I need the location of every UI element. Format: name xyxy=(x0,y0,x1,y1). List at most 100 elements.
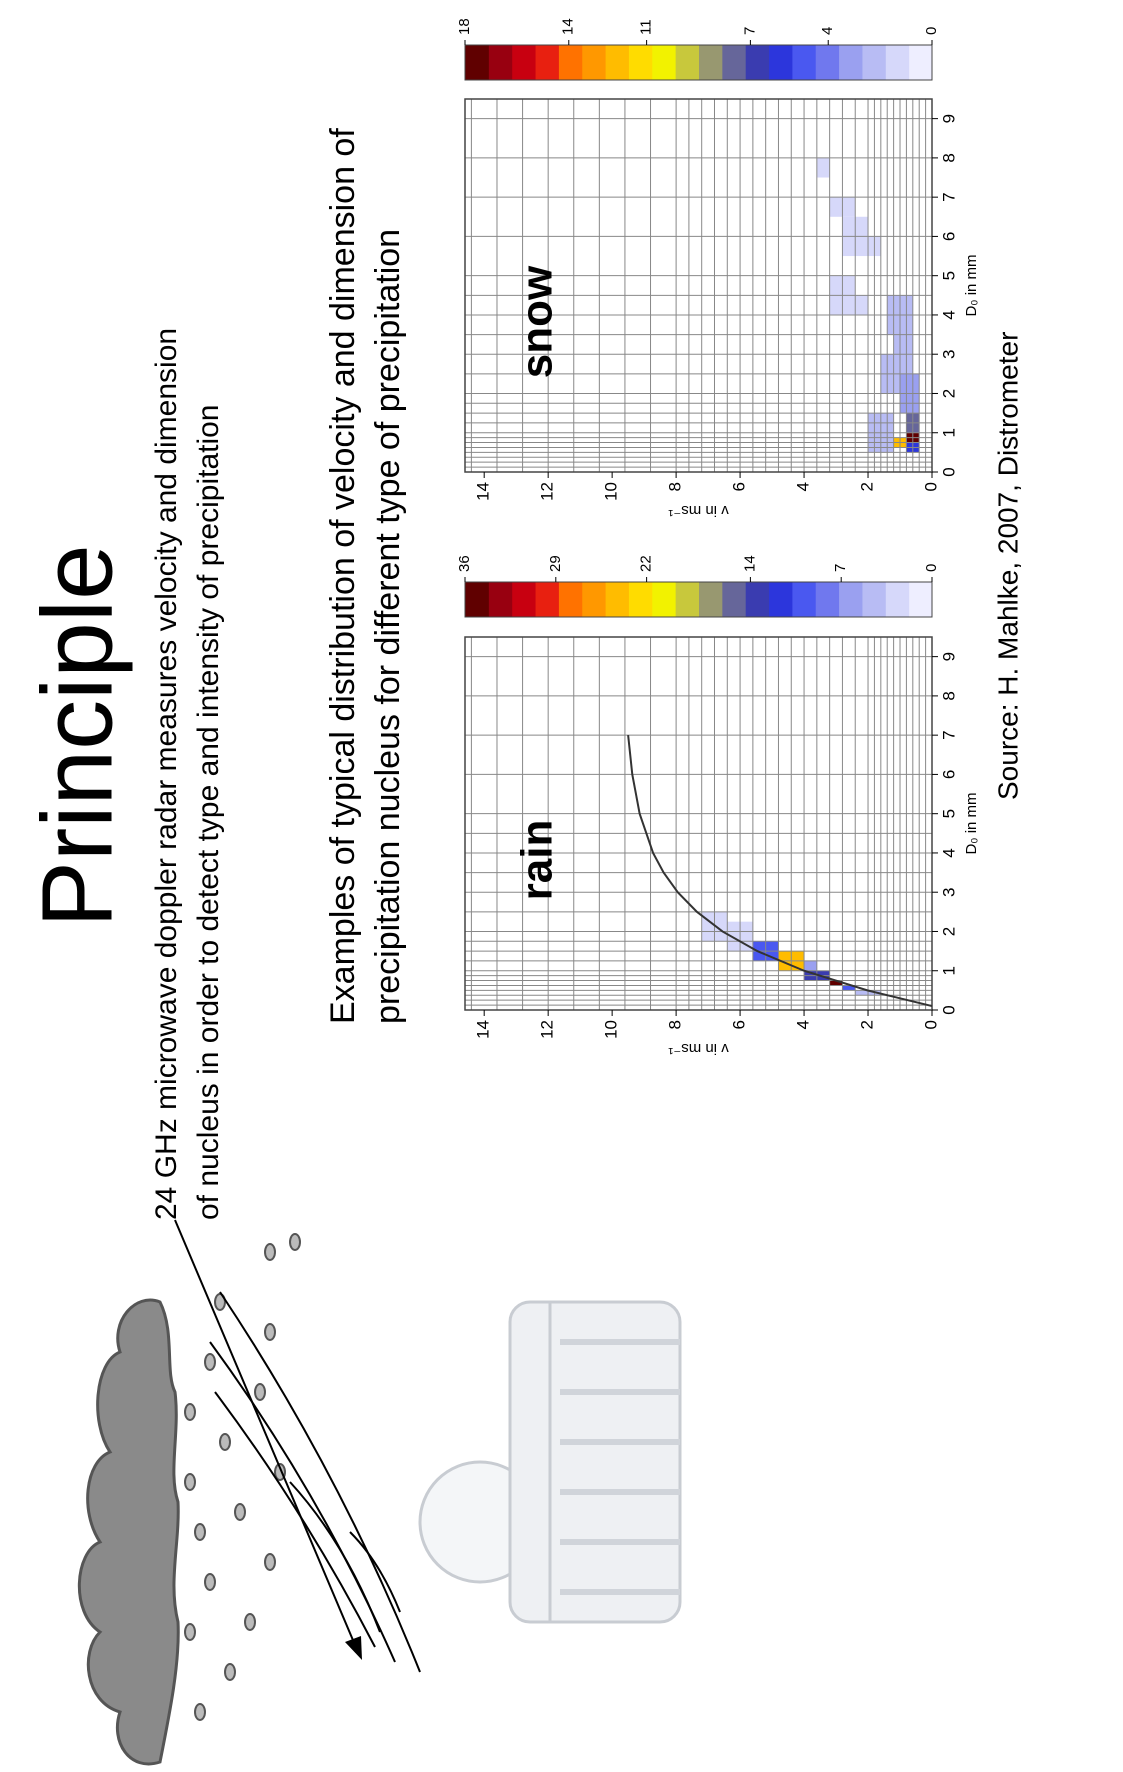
drops xyxy=(184,1233,301,1721)
colorbar-segment xyxy=(558,45,583,80)
colorbar-segment xyxy=(698,45,723,80)
x-tick-label: 9 xyxy=(939,114,958,123)
y-tick-label: 12 xyxy=(538,1020,557,1039)
heatmap-cell xyxy=(842,985,856,991)
colorbar-segment xyxy=(791,582,816,617)
panel-label: snow xyxy=(513,265,562,378)
x-axis-label: D₀ in mm xyxy=(963,254,980,316)
colorbar-segment xyxy=(861,582,886,617)
y-tick-label: 8 xyxy=(666,1020,685,1029)
colorbar-segment xyxy=(488,45,513,80)
colorbar-segment xyxy=(815,45,840,80)
x-tick-label: 7 xyxy=(939,192,958,201)
colorbar-frame xyxy=(464,44,933,81)
x-tick-label: 1 xyxy=(939,966,958,975)
panel-label: rain xyxy=(513,820,562,901)
plot-area xyxy=(465,637,932,1010)
colorbar-segment xyxy=(861,45,886,80)
colorbar-tick-label: 18 xyxy=(456,18,473,35)
colorbar-segment xyxy=(511,582,536,617)
x-tick-label: 7 xyxy=(939,730,958,739)
colorbar-segment xyxy=(791,45,816,80)
colorbar-tick-label: 29 xyxy=(547,555,564,572)
colorbar-tick-label: 7 xyxy=(832,564,849,572)
colorbar-segment xyxy=(465,582,489,617)
plot-frame xyxy=(464,636,933,1011)
y-tick-label: 2 xyxy=(858,1020,877,1029)
colorbar-segment xyxy=(488,582,513,617)
colorbar-frame xyxy=(464,581,933,618)
colorbar-segment xyxy=(721,582,746,617)
source-note: Source: H. Mahlke, 2007, Distrometer xyxy=(992,332,1023,800)
x-tick-label: 6 xyxy=(939,232,958,241)
colorbar-tick-label: 0 xyxy=(923,27,940,35)
illustration xyxy=(77,1219,682,1766)
plot-frame xyxy=(464,98,933,473)
x-tick-label: 4 xyxy=(939,848,958,857)
heatmap-cell xyxy=(829,295,869,315)
radar-waves xyxy=(209,1291,421,1673)
x-tick-label: 1 xyxy=(939,428,958,437)
colorbar-tick-label: 36 xyxy=(456,555,473,572)
colorbar-segment xyxy=(908,45,933,80)
colorbar-segment xyxy=(535,45,559,80)
colorbar-tick-label: 7 xyxy=(741,27,758,35)
colorbar-segment xyxy=(581,582,606,617)
x-tick-label: 9 xyxy=(939,652,958,661)
y-tick-label: 14 xyxy=(474,1020,493,1039)
colorbar-segment xyxy=(511,45,536,80)
x-tick-label: 6 xyxy=(939,770,958,779)
y-tick-label: 12 xyxy=(538,482,557,501)
heatmap-cell xyxy=(842,236,881,257)
colorbar-tick-label: 4 xyxy=(819,27,836,35)
colorbar-segment xyxy=(558,582,583,617)
colorbar-segment xyxy=(768,45,793,80)
x-tick-label: 4 xyxy=(939,310,958,319)
description-line: 24 GHz microwave doppler radar measures … xyxy=(150,328,183,1220)
colorbar-segment xyxy=(698,582,723,617)
x-tick-label: 5 xyxy=(939,809,958,818)
x-tick-label: 8 xyxy=(939,691,958,700)
x-tick-label: 8 xyxy=(939,153,958,162)
colorbar-tick-label: 14 xyxy=(741,555,758,572)
colorbar-segment xyxy=(838,45,863,80)
colorbar-segment xyxy=(768,582,793,617)
y-axis-label: v in ms⁻¹ xyxy=(668,1040,728,1057)
plot-area xyxy=(465,99,932,472)
heatmap-cell xyxy=(816,157,830,178)
y-tick-label: 2 xyxy=(858,482,877,491)
colorbar-segment xyxy=(465,45,489,80)
y-tick-label: 10 xyxy=(602,482,621,501)
colorbar-tick-label: 14 xyxy=(560,18,577,35)
x-tick-label: 5 xyxy=(939,271,958,280)
colorbar-segment xyxy=(675,45,700,80)
y-axis-label: v in ms⁻¹ xyxy=(668,502,728,519)
examples-heading: precipitation nucleus for different type… xyxy=(369,229,407,1024)
y-tick-label: 0 xyxy=(921,482,940,491)
colorbar-segment xyxy=(838,582,863,617)
description-line: of nucleus in order to detect type and i… xyxy=(192,405,225,1221)
y-tick-label: 6 xyxy=(730,1020,749,1029)
y-tick-label: 10 xyxy=(602,1020,621,1039)
colorbar-segment xyxy=(535,582,559,617)
x-tick-label: 2 xyxy=(939,927,958,936)
colorbar-tick-label: 0 xyxy=(923,564,940,572)
colorbar-segment xyxy=(745,582,770,617)
colorbar-segment xyxy=(581,45,606,80)
y-tick-label: 0 xyxy=(921,1020,940,1029)
x-tick-label: 3 xyxy=(939,349,958,358)
colorbar-segment xyxy=(745,45,770,80)
y-tick-label: 6 xyxy=(730,482,749,491)
colorbar-segment xyxy=(628,582,653,617)
slide-title: Principle xyxy=(21,544,133,928)
colorbar-segment xyxy=(721,45,746,80)
y-tick-label: 14 xyxy=(474,482,493,501)
colorbar-segment xyxy=(885,45,910,80)
colorbar-segment xyxy=(651,582,676,617)
arrow-head xyxy=(345,1636,362,1660)
x-tick-label: 0 xyxy=(939,1005,958,1014)
